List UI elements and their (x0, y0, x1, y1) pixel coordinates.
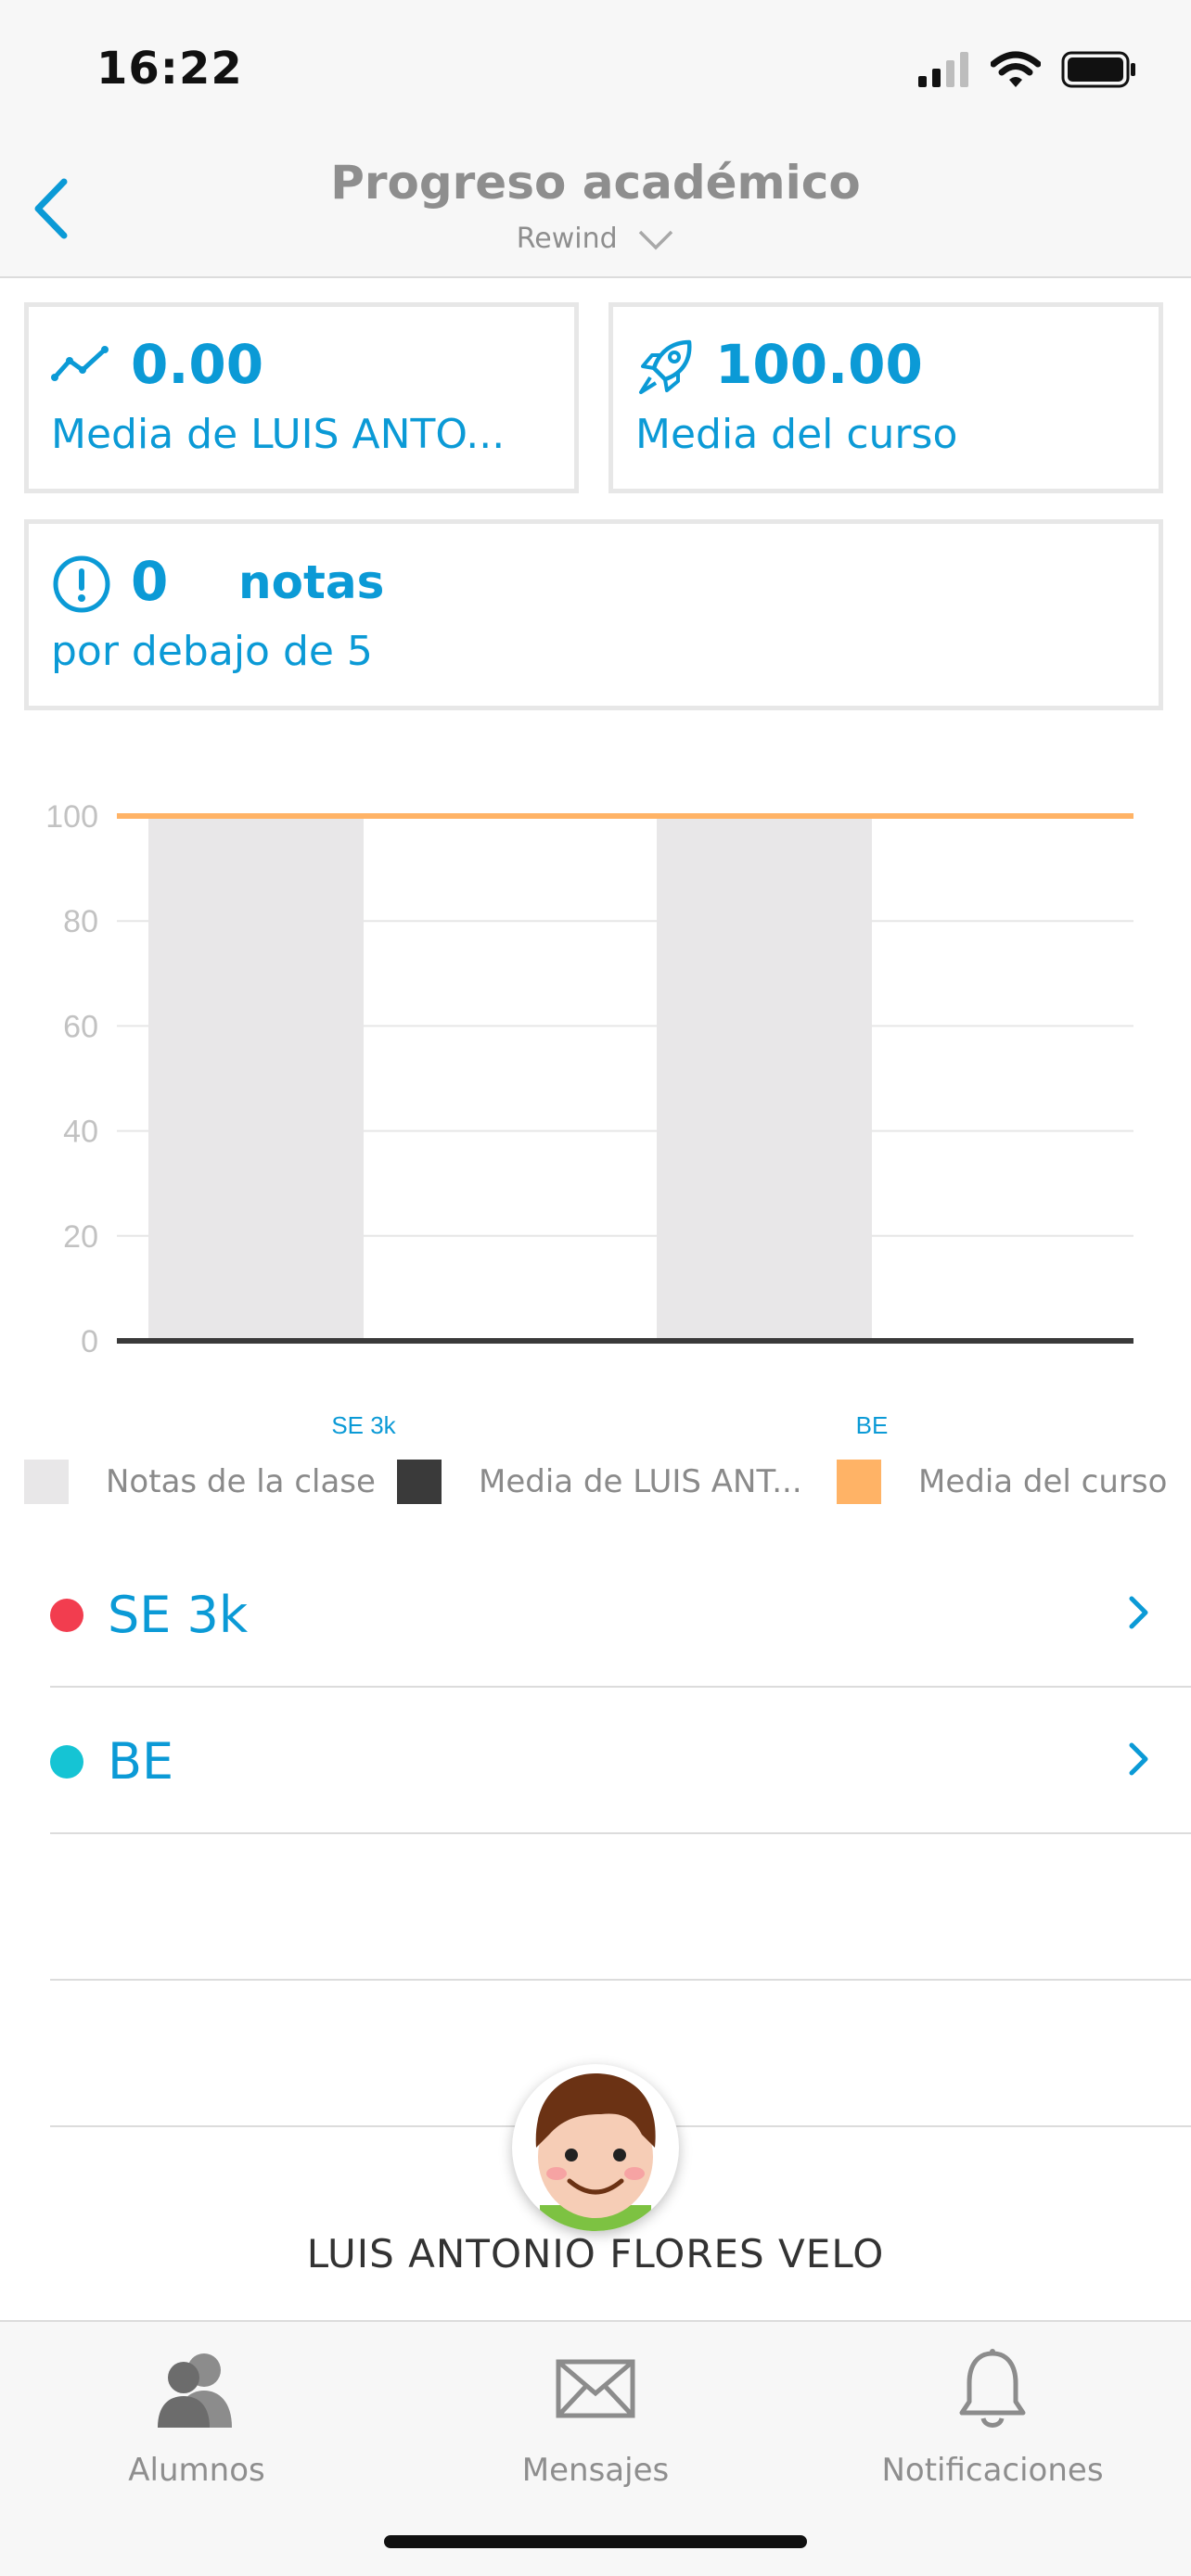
tab-bar: Alumnos Mensajes Notificaciones (0, 2320, 1191, 2576)
legend-swatch (397, 1460, 442, 1504)
wifi-icon (991, 51, 1041, 87)
tab-notificaciones[interactable]: Notificaciones (853, 2342, 1132, 2489)
tab-label: Alumnos (128, 2452, 265, 2489)
course-average-card: 100.00 Media del curso (608, 302, 1163, 493)
legend-swatch (24, 1460, 69, 1504)
tab-label: Notificaciones (881, 2452, 1104, 2489)
rocket-icon (639, 339, 692, 394)
y-tick-label: 20 (63, 1219, 98, 1255)
low-grades-label: por debajo de 5 (51, 628, 373, 675)
tab-label: Mensajes (521, 2452, 670, 2489)
legend-item-course-average: Media del curso (837, 1460, 1167, 1504)
y-tick-label: 40 (63, 1115, 98, 1150)
legend-label: Media de LUIS ANT... (479, 1463, 802, 1500)
battery-icon (1061, 51, 1135, 88)
list-divider (50, 1979, 1191, 1981)
envelope-icon (556, 2359, 635, 2418)
boy-face-avatar-icon (516, 2068, 675, 2231)
y-tick-label: 80 (63, 904, 98, 939)
student-average-label: Media de LUIS ANTO... (51, 411, 506, 458)
subject-name: SE 3k (108, 1586, 249, 1644)
chart-legend: Notas de la clase Media de LUIS ANT... M… (24, 1460, 1184, 1508)
status-icons (918, 51, 1137, 88)
chevron-right-icon (1129, 1742, 1148, 1776)
page-title: Progreso académico (330, 156, 861, 210)
grades-bar-chart: 0 20 40 60 80 100 SE 3k BE (45, 799, 1133, 1439)
x-tick-label: BE (856, 1411, 889, 1439)
low-grades-card: 0 notas por debajo de 5 (24, 519, 1163, 710)
back-button[interactable] (19, 167, 83, 250)
tab-mensajes[interactable]: Mensajes (456, 2342, 735, 2489)
legend-label: Media del curso (918, 1463, 1168, 1500)
cellular-signal-icon (918, 52, 968, 87)
subject-color-dot (50, 1745, 83, 1779)
student-average-value: 0.00 (131, 333, 264, 396)
chevron-left-icon (34, 178, 68, 239)
students-icon (158, 2353, 232, 2428)
bell-icon (959, 2349, 1026, 2428)
legend-item-student-average: Media de LUIS ANT... (397, 1460, 802, 1504)
subject-color-dot (50, 1599, 83, 1632)
course-selector-label: Rewind (516, 223, 618, 255)
home-indicator (384, 2535, 807, 2548)
status-time: 16:22 (96, 43, 243, 95)
student-average-card: 0.00 Media de LUIS ANTO... (24, 302, 579, 493)
legend-swatch (837, 1460, 881, 1504)
student-avatar[interactable] (512, 2064, 679, 2231)
tab-alumnos[interactable]: Alumnos (58, 2342, 336, 2489)
trend-line-icon (51, 346, 109, 381)
chevron-down-icon (638, 230, 673, 249)
y-tick-label: 100 (45, 799, 98, 835)
y-tick-label: 60 (63, 1009, 98, 1044)
subject-row-se3k[interactable]: SE 3k (50, 1541, 1191, 1688)
low-grades-count: 0 (131, 550, 169, 613)
course-average-label: Media del curso (635, 411, 958, 458)
y-tick-label: 0 (81, 1324, 98, 1359)
legend-item-class-grades: Notas de la clase (24, 1460, 376, 1504)
bar-class-grades (148, 816, 364, 1341)
x-tick-label: SE 3k (331, 1411, 396, 1439)
chevron-right-icon (1129, 1596, 1148, 1629)
subject-row-be[interactable]: BE (50, 1688, 1191, 1834)
legend-label: Notas de la clase (106, 1463, 376, 1500)
course-selector[interactable]: Rewind (0, 223, 1191, 255)
low-grades-unit: notas (238, 555, 385, 609)
course-average-value: 100.00 (715, 333, 923, 396)
alert-circle-icon (53, 555, 110, 613)
bar-class-grades (657, 816, 872, 1341)
navigation-header: 16:22 Progreso académico Rewind (0, 0, 1191, 278)
subject-name: BE (108, 1732, 174, 1791)
student-name: LUIS ANTONIO FLORES VELO (306, 2231, 885, 2276)
